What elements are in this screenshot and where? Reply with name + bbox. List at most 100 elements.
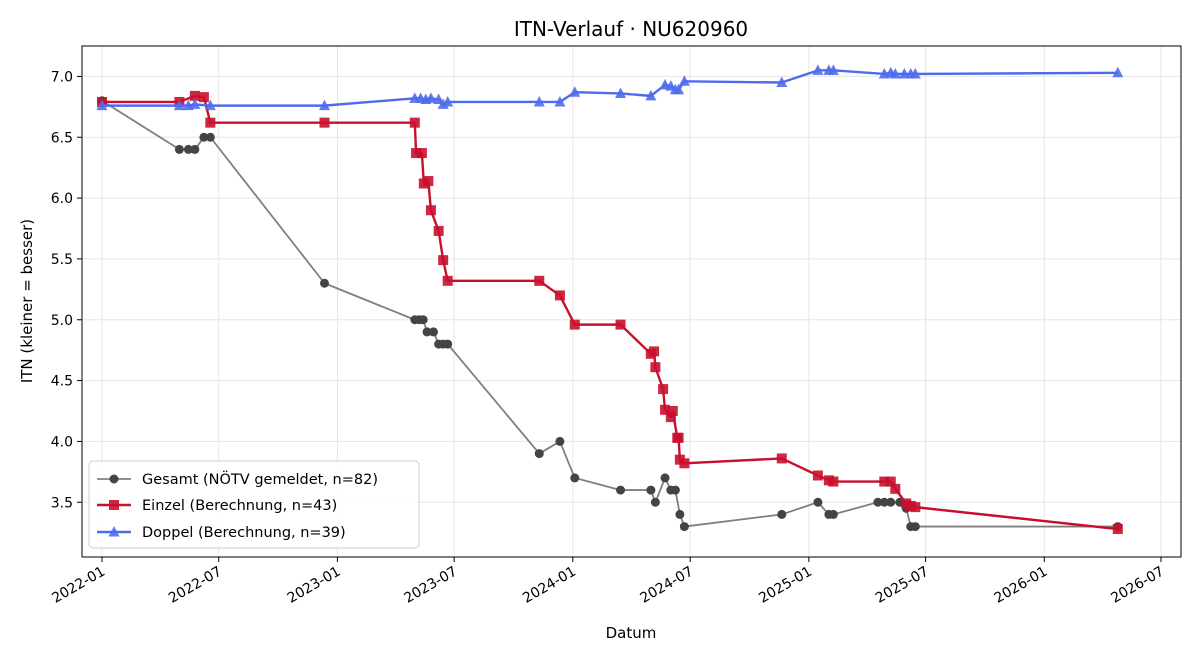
data-point-doppel [533,95,545,107]
data-point-doppel [433,93,445,105]
data-point-doppel [173,99,185,111]
data-point-doppel [425,92,437,103]
data-point-einzel [189,90,200,101]
y-tick-label: 3.5 [51,495,73,511]
data-point-gesamt [174,144,184,154]
data-point-gesamt [205,132,215,142]
data-point-gesamt [534,449,544,459]
data-point-doppel [96,99,108,111]
legend-marker-doppel [108,526,120,537]
data-point-einzel [442,275,453,286]
data-point-gesamt [570,473,580,483]
data-point-doppel [319,99,331,111]
data-point-gesamt [910,522,920,532]
data-point-einzel [879,476,890,487]
data-point-einzel [650,362,661,373]
data-point-einzel [423,176,434,187]
data-point-gesamt [813,497,823,507]
data-point-gesamt [886,497,896,507]
y-tick-label: 7.0 [51,69,73,85]
data-point-einzel [438,255,449,266]
data-point-einzel [411,148,422,159]
data-point-gesamt [646,485,656,495]
data-point-doppel [678,75,690,86]
data-point-gesamt [879,497,889,507]
data-point-gesamt [418,315,428,325]
legend-keys [97,474,131,537]
data-point-einzel [890,483,901,494]
data-point-einzel [198,92,209,103]
data-point-einzel [534,275,545,286]
data-point-doppel [1112,66,1124,78]
data-point-gesamt [555,436,565,446]
data-point-einzel [885,476,896,487]
data-point-doppel [569,86,581,97]
legend: Gesamt (NÖTV gemeldet, n=82) Einzel (Ber… [88,460,420,549]
data-point-einzel [1112,524,1123,535]
data-point-einzel [416,148,427,159]
data-point-einzel [776,453,787,464]
legend-marker-gesamt [109,474,119,484]
legend-marker-einzel [109,500,119,510]
data-point-doppel [827,64,839,75]
data-point-einzel [665,412,676,423]
data-point-gesamt [320,278,330,288]
data-point-gesamt [650,497,660,507]
legend-label-gesamt: Gesamt (NÖTV gemeldet, n=82) [142,470,378,488]
data-point-einzel [828,476,839,487]
legend-label-doppel: Doppel (Berechnung, n=39) [142,525,346,541]
data-point-einzel [660,404,671,415]
y-tick-label: 5.5 [51,252,73,268]
data-point-doppel [554,95,566,107]
data-point-gesamt [183,144,193,154]
data-point-gesamt [670,485,680,495]
data-point-einzel [679,458,690,469]
legend-box [88,460,420,549]
series-doppel [96,64,1124,111]
data-point-einzel [425,205,436,216]
data-point-einzel [433,225,444,236]
data-point-gesamt [190,144,200,154]
data-point-einzel [615,319,626,330]
data-point-einzel [658,384,669,395]
y-tick-label: 4.5 [51,374,73,390]
data-point-einzel [569,319,580,330]
data-point-doppel [204,99,216,111]
data-point-gesamt [675,509,685,519]
chart-title: ITN-Verlauf · NU620960 [514,17,748,41]
data-point-einzel [205,117,216,128]
data-point-gesamt [679,522,689,532]
data-point-doppel [189,98,201,109]
data-point-doppel [615,87,627,98]
data-point-doppel [673,83,685,95]
data-point-doppel [776,76,788,87]
y-tick-label: 4.0 [51,434,73,450]
data-point-gesamt [828,509,838,519]
y-tick-label: 6.0 [51,191,73,207]
data-point-doppel [909,67,921,79]
data-point-einzel [673,432,684,443]
y-tick-label: 6.5 [51,130,73,146]
y-tick-label: 5.0 [51,313,73,329]
legend-label-einzel: Einzel (Berechnung, n=43) [142,498,337,514]
y-axis-title: ITN (kleiner = besser) [18,219,36,383]
data-point-gesamt [616,485,626,495]
data-point-gesamt [199,132,209,142]
data-point-doppel [645,89,657,101]
data-point-einzel [812,470,823,481]
plot-frame [81,45,1182,558]
data-point-einzel [667,406,678,416]
data-point-doppel [812,64,824,75]
data-point-einzel [409,117,420,128]
data-point-einzel [554,290,565,301]
series-einzel [96,90,1123,535]
series-layer [96,64,1124,535]
grid-lines [82,46,1181,557]
data-point-gesamt [422,327,432,337]
data-point-gesamt [660,473,670,483]
data-point-einzel [910,502,921,513]
data-point-gesamt [873,497,883,507]
